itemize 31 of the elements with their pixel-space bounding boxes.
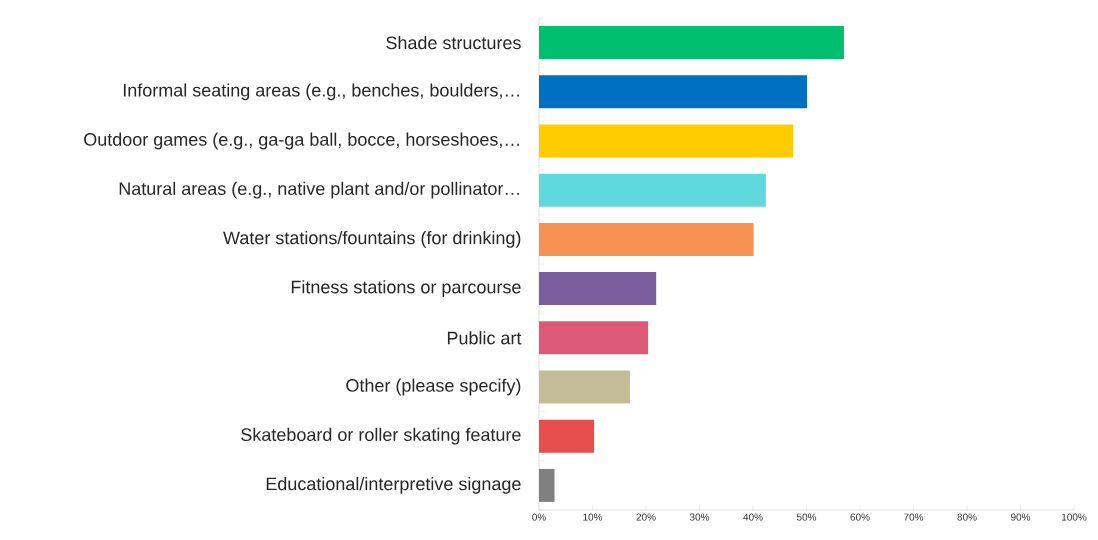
y-tick-label: Shade structures — [386, 35, 521, 50]
bar — [539, 173, 766, 207]
x-tick-label: 100% — [1061, 513, 1087, 521]
y-tick-label: Skateboard or roller skating feature — [241, 427, 521, 445]
bar — [539, 321, 649, 355]
x-tick-label: 30% — [689, 513, 710, 521]
x-tick-label: 10% — [583, 513, 603, 521]
y-tick-label: Public art — [447, 331, 522, 345]
x-tick-label: 20% — [636, 513, 656, 521]
x-tick-label: 0% — [532, 513, 546, 521]
bar — [539, 222, 754, 256]
y-tick-label: Natural areas (e.g., native plant and/or pollinator… — [119, 181, 519, 199]
bar — [539, 26, 844, 60]
bar — [539, 75, 808, 109]
y-tick-label: Educational/interpretive signage — [266, 477, 521, 494]
bar — [539, 370, 630, 404]
x-tick-label: 90% — [1010, 513, 1031, 521]
bar — [539, 272, 657, 306]
y-tick-label: Outdoor games (e.g., ga-ga ball, bocce, horseshoes,… — [84, 132, 519, 150]
x-tick-label: 60% — [850, 513, 870, 521]
bar — [539, 468, 555, 502]
y-tick-label: Water stations/fountains (for drinking) — [223, 231, 521, 248]
x-tick-label: 70% — [904, 513, 924, 521]
y-tick-label: Other (please specify) — [346, 378, 521, 396]
y-tick-label: Fitness stations or parcourse — [291, 280, 521, 297]
bar — [539, 419, 595, 453]
x-tick-label: 50% — [796, 513, 817, 521]
y-tick-label: Informal seating areas (e.g., benches, boulders,… — [123, 83, 519, 101]
bar — [539, 124, 794, 158]
x-tick-label: 40% — [743, 513, 763, 521]
x-tick-label: 80% — [957, 513, 977, 521]
